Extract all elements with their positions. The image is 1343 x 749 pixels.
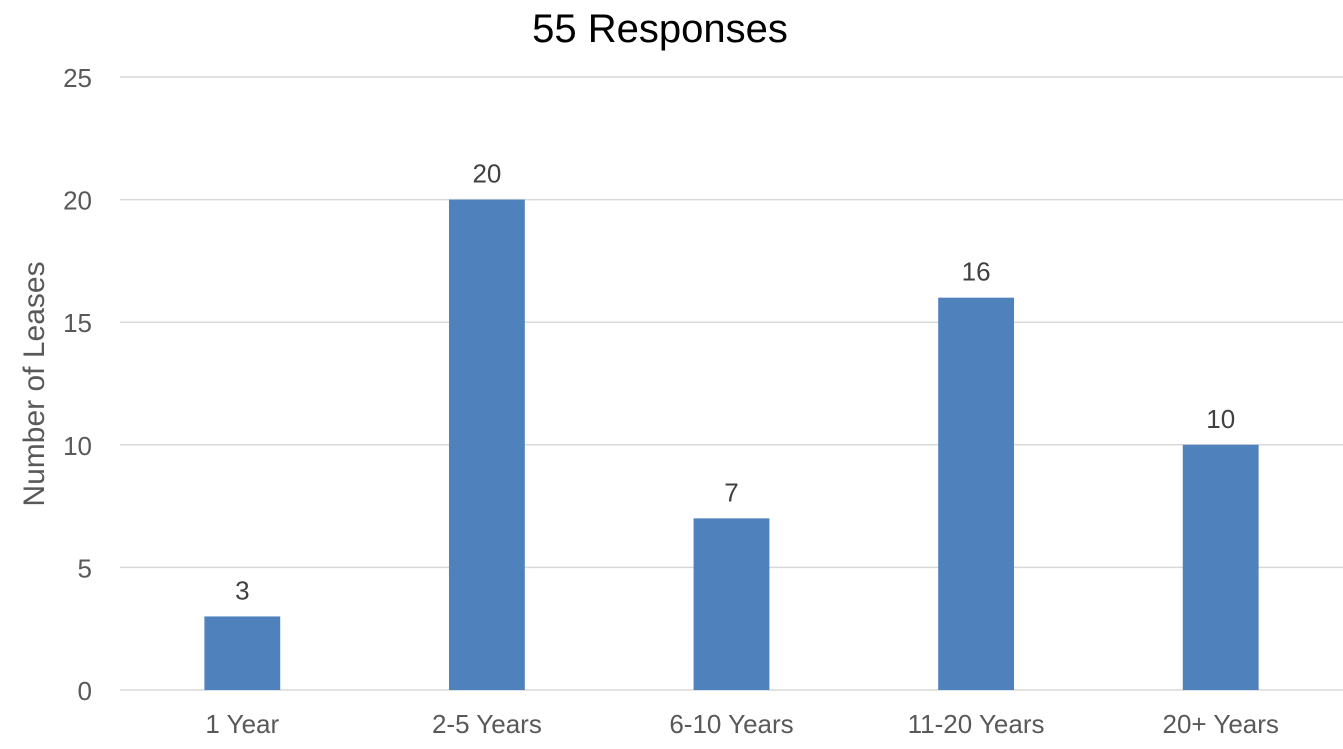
gridlines	[120, 76, 1343, 691]
data-label: 7	[724, 477, 738, 507]
bar	[938, 297, 1015, 690]
y-tick-label: 5	[78, 553, 92, 583]
x-tick-label: 2-5 Years	[432, 709, 542, 739]
y-axis-label: Number of Leases	[18, 261, 51, 506]
data-label: 20	[472, 159, 501, 189]
data-label: 10	[1206, 404, 1235, 434]
y-tick-label: 0	[78, 676, 92, 706]
y-tick-labels: 0 5 10 15 20 25	[63, 63, 92, 706]
x-tick-label: 20+ Years	[1163, 709, 1279, 739]
y-tick-label: 20	[63, 186, 92, 216]
x-tick-label: 6-10 Years	[669, 709, 793, 739]
bar	[1182, 444, 1259, 690]
data-label: 3	[235, 575, 249, 605]
x-tick-label: 11-20 Years	[908, 709, 1045, 739]
y-tick-label: 15	[63, 308, 92, 338]
bars	[204, 199, 1259, 690]
bar	[693, 518, 770, 690]
y-tick-label: 10	[63, 431, 92, 461]
chart-title: 55 Responses	[532, 7, 788, 51]
y-tick-label: 25	[63, 63, 92, 93]
data-labels: 3 20 7 16 10	[235, 159, 1235, 606]
bar	[204, 616, 281, 690]
data-label: 16	[962, 257, 991, 287]
bar	[448, 199, 525, 690]
x-tick-labels: 1 Year 2-5 Years 6-10 Years 11-20 Years 20+ …	[205, 709, 1278, 739]
x-tick-label: 1 Year	[205, 709, 279, 739]
